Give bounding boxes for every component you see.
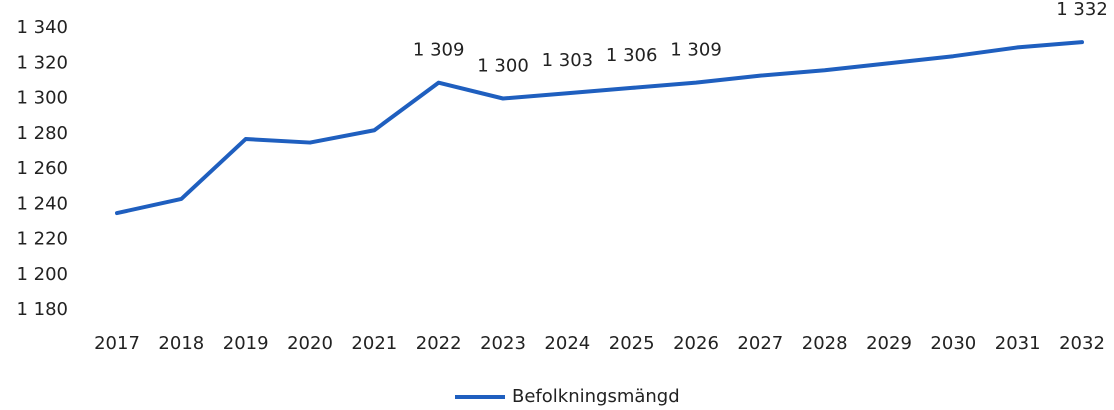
x-tick-label: 2032 <box>1059 333 1105 354</box>
y-tick-label: 1 200 <box>16 264 68 285</box>
legend-label: Befolkningsmängd <box>512 386 680 407</box>
y-tick-label: 1 220 <box>16 229 68 250</box>
series-line <box>115 40 1084 216</box>
x-tick-label: 2030 <box>930 333 976 354</box>
x-tick-label: 2017 <box>94 333 140 354</box>
y-tick-label: 1 180 <box>16 299 68 320</box>
y-tick-label: 1 320 <box>16 52 68 73</box>
x-tick-label: 2018 <box>158 333 204 354</box>
x-tick-label: 2021 <box>351 333 397 354</box>
y-tick-label: 1 240 <box>16 193 68 214</box>
y-tick-label: 1 280 <box>16 123 68 144</box>
x-tick-label: 2024 <box>544 333 590 354</box>
x-tick-label: 2025 <box>609 333 655 354</box>
x-tick-label: 2023 <box>480 333 526 354</box>
x-tick-label: 2026 <box>673 333 719 354</box>
data-label: 1 306 <box>606 45 658 66</box>
y-tick-label: 1 260 <box>16 158 68 179</box>
x-tick-label: 2022 <box>416 333 462 354</box>
x-tick-label: 2020 <box>287 333 333 354</box>
y-tick-label: 1 340 <box>16 17 68 38</box>
data-label: 1 332 <box>1056 0 1108 20</box>
x-tick-label: 2019 <box>223 333 269 354</box>
data-label: 1 300 <box>477 56 529 77</box>
x-tick-label: 2028 <box>802 333 848 354</box>
y-tick-label: 1 300 <box>16 88 68 109</box>
x-tick-label: 2027 <box>737 333 783 354</box>
x-tick-label: 2031 <box>995 333 1041 354</box>
data-label: 1 303 <box>542 50 594 71</box>
x-tick-label: 2029 <box>866 333 912 354</box>
data-label: 1 309 <box>413 40 465 61</box>
data-label: 1 309 <box>670 40 722 61</box>
